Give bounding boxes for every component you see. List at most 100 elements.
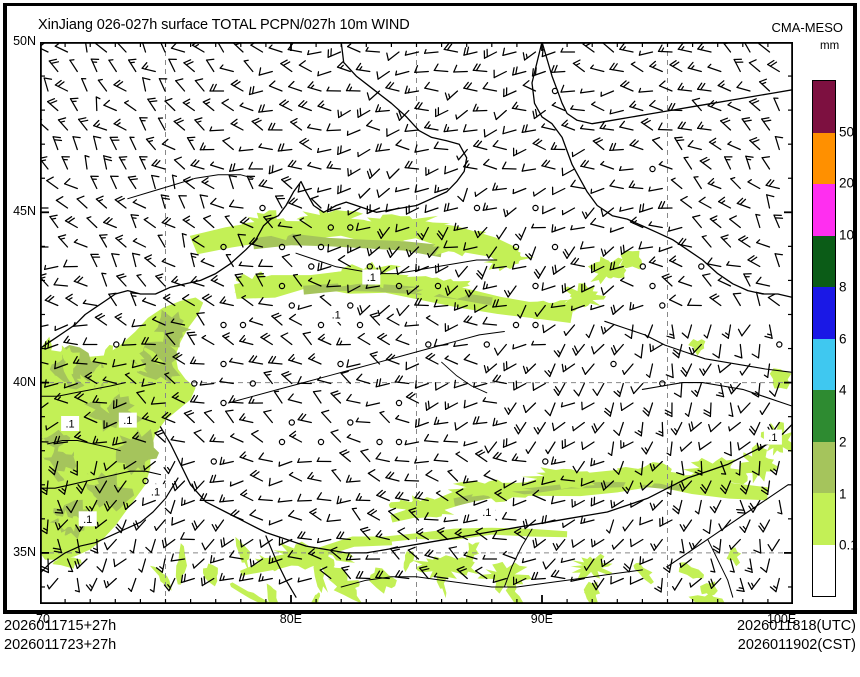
frame-border-bottom bbox=[3, 610, 857, 614]
wind-barb bbox=[739, 363, 751, 376]
calm-wind-icon bbox=[249, 380, 256, 387]
colorbar-segment[interactable] bbox=[813, 338, 835, 390]
wind-barb bbox=[63, 382, 78, 389]
map-plot-area[interactable]: .1 .1 .1 .1 .1 .1 .1 .1 bbox=[40, 42, 793, 604]
wind-barb bbox=[455, 109, 468, 120]
svg-text:.1: .1 bbox=[482, 507, 491, 519]
wind-barb bbox=[336, 531, 351, 541]
wind-barb bbox=[492, 451, 507, 463]
wind-barb bbox=[610, 304, 624, 316]
colorbar-segment[interactable] bbox=[813, 235, 835, 287]
wind-barb bbox=[228, 174, 238, 190]
wind-barb bbox=[379, 410, 390, 424]
wind-barb bbox=[386, 168, 400, 180]
wind-barb bbox=[359, 526, 371, 541]
wind-barb bbox=[729, 558, 735, 573]
wind-barb bbox=[641, 441, 654, 455]
wind-barb bbox=[741, 117, 752, 131]
colorbar-segment[interactable] bbox=[813, 132, 835, 184]
wind-barb bbox=[513, 421, 527, 435]
wind-barb bbox=[709, 499, 722, 514]
wind-barb bbox=[717, 277, 732, 287]
wind-barb bbox=[248, 355, 264, 365]
wind-barb bbox=[124, 100, 137, 112]
colorbar-segment[interactable] bbox=[813, 184, 835, 236]
colorbar-segment[interactable] bbox=[813, 441, 835, 493]
wind-barb bbox=[103, 460, 117, 471]
wind-barb bbox=[388, 507, 400, 521]
wind-barb bbox=[299, 137, 312, 151]
wind-barb bbox=[414, 101, 429, 112]
wind-barb bbox=[385, 203, 400, 213]
wind-barb bbox=[219, 572, 234, 582]
wind-barb bbox=[755, 213, 761, 229]
wind-barb bbox=[683, 156, 693, 170]
wind-barb bbox=[521, 163, 537, 172]
wind-barb bbox=[327, 48, 342, 58]
wind-barb bbox=[672, 499, 683, 515]
wind-barb bbox=[581, 441, 595, 451]
wind-barb bbox=[721, 324, 732, 339]
contour-label: .1 bbox=[78, 511, 97, 527]
wind-barb bbox=[747, 577, 761, 590]
wind-barb bbox=[719, 117, 732, 131]
colorbar-segment[interactable] bbox=[813, 544, 835, 596]
wind-barb bbox=[443, 42, 459, 53]
wind-barb bbox=[696, 82, 712, 92]
calm-wind-icon bbox=[425, 341, 432, 348]
colorbar-panel[interactable]: mm 0.1 1 2 4 6 8 10 20 50 bbox=[806, 40, 858, 605]
wind-barb bbox=[629, 216, 644, 229]
wind-barb bbox=[462, 475, 478, 484]
wind-barb bbox=[136, 273, 147, 287]
wind-barb bbox=[622, 363, 634, 375]
colorbar-segment[interactable] bbox=[813, 390, 835, 442]
calm-wind-icon bbox=[317, 243, 325, 251]
colorbar-segment[interactable] bbox=[813, 287, 835, 339]
wind-barb bbox=[248, 237, 264, 248]
wind-barb bbox=[123, 460, 137, 470]
wind-barb bbox=[321, 409, 332, 424]
wind-barb bbox=[108, 292, 117, 307]
wind-barb bbox=[267, 122, 283, 131]
wind-barb bbox=[425, 352, 439, 365]
wind-barb bbox=[560, 84, 576, 93]
wind-barb bbox=[131, 431, 147, 443]
wind-barb bbox=[679, 538, 685, 554]
wind-barb bbox=[143, 217, 156, 229]
wind-barb bbox=[697, 42, 712, 53]
wind-barb bbox=[234, 273, 244, 287]
wind-barb bbox=[149, 577, 156, 593]
wind-barb bbox=[319, 566, 332, 580]
wind-barb bbox=[199, 142, 215, 151]
wind-barb bbox=[453, 64, 468, 73]
wind-barb bbox=[173, 117, 186, 131]
wind-barb bbox=[394, 570, 410, 580]
wind-barb bbox=[345, 552, 361, 561]
calm-wind-icon bbox=[366, 263, 373, 270]
wind-barb bbox=[326, 279, 342, 288]
wind-barb bbox=[84, 42, 88, 53]
wind-barb bbox=[456, 148, 468, 161]
wind-barb bbox=[405, 391, 420, 404]
wind-barb bbox=[238, 572, 254, 582]
colorbar-segment[interactable] bbox=[813, 81, 835, 133]
wind-barb bbox=[743, 273, 752, 287]
wind-barb bbox=[747, 255, 761, 268]
calm-wind-icon bbox=[532, 282, 539, 290]
wind-barb bbox=[201, 177, 215, 190]
wind-barb bbox=[694, 460, 703, 476]
colorbar-segment[interactable] bbox=[813, 493, 835, 545]
wind-barb bbox=[670, 177, 683, 190]
wind-barb bbox=[585, 324, 595, 339]
wind-barb bbox=[209, 474, 225, 484]
wind-barb bbox=[103, 538, 117, 551]
wind-barb bbox=[560, 475, 576, 482]
wind-barb bbox=[103, 577, 117, 589]
wind-barb bbox=[472, 103, 488, 112]
wind-barb bbox=[649, 60, 663, 73]
colorbar-scale[interactable] bbox=[812, 80, 836, 597]
wind-barb bbox=[739, 519, 751, 534]
wind-barb bbox=[629, 538, 644, 548]
svg-text:.1: .1 bbox=[66, 419, 75, 431]
wind-barb bbox=[748, 98, 761, 112]
